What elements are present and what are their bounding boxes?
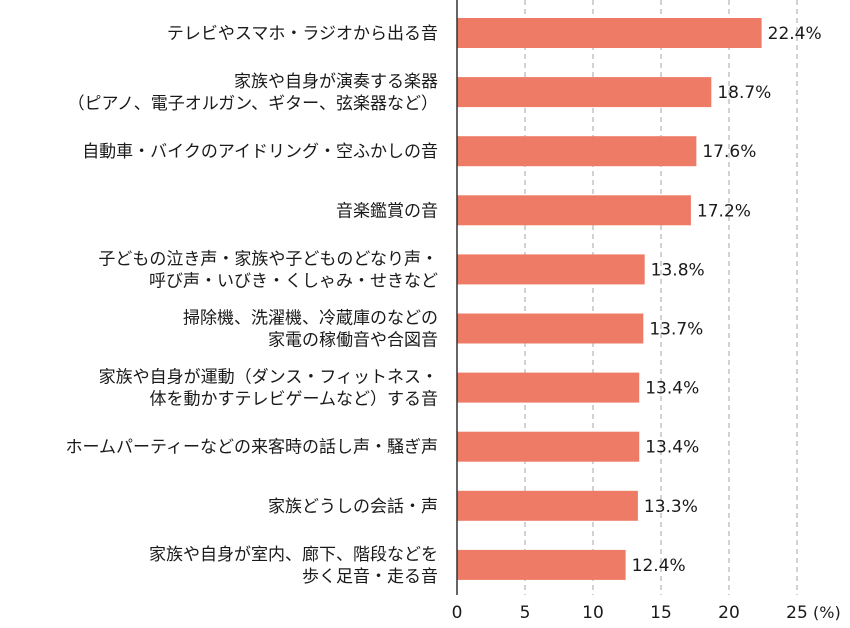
x-unit-label: (%)	[813, 603, 841, 622]
bar-6	[457, 372, 640, 403]
category-labels: テレビやスマホ・ラジオから出る音家族や自身が演奏する楽器（ピアノ、電子オルガン、…	[66, 24, 438, 587]
category-label-6-line-0: 家族や自身が運動（ダンス・フィットネス・	[99, 368, 438, 388]
category-label-8: 家族どうしの会話・声	[268, 497, 438, 517]
value-label-5: 13.7%	[649, 320, 703, 340]
category-label-1-line-1: （ピアノ、電子オルガン、ギター、弦楽器など）	[68, 94, 438, 114]
category-label-9-line-1: 歩く足音・走る音	[302, 567, 438, 587]
value-label-9: 12.4%	[632, 556, 686, 576]
category-label-4-line-1: 呼び声・いびき・くしゃみ・せきなど	[149, 271, 438, 291]
bar-8	[457, 490, 638, 521]
x-tick-labels: 0 5 10 15 20 25 (%)	[452, 603, 841, 623]
value-label-7: 13.4%	[645, 438, 699, 458]
bar-5	[457, 313, 644, 344]
category-label-4-line-0: 子どもの泣き声・家族や子どものどなり声・	[98, 249, 438, 269]
bars	[457, 18, 762, 580]
category-label-0: テレビやスマホ・ラジオから出る音	[167, 24, 438, 44]
category-label-9-line-0: 家族や自身が室内、廊下、階段などを	[149, 545, 438, 565]
bar-7	[457, 431, 640, 462]
bar-3	[457, 195, 691, 226]
value-label-0: 22.4%	[768, 24, 822, 44]
x-tick-label-0: 0	[452, 603, 463, 623]
x-tick-label-15: 15	[650, 603, 672, 623]
x-tick-label-5: 5	[520, 603, 531, 623]
value-label-8: 13.3%	[644, 497, 698, 517]
value-label-6: 13.4%	[645, 379, 699, 399]
bar-1	[457, 77, 712, 108]
category-label-2: 自動車・バイクのアイドリング・空ふかしの音	[82, 142, 438, 162]
category-label-5-line-1: 家電の稼働音や合図音	[268, 331, 438, 351]
x-tick-label-20: 20	[718, 603, 740, 623]
category-label-3: 音楽鑑賞の音	[336, 201, 438, 221]
category-label-6-line-1: 体を動かすテレビゲームなど）する音	[150, 390, 439, 410]
value-label-3: 17.2%	[697, 201, 751, 221]
category-label-1-line-0: 家族や自身が演奏する楽器	[234, 72, 438, 92]
bar-4	[457, 254, 645, 285]
x-tick-label-25: 25	[786, 603, 808, 623]
category-label-7: ホームパーティーなどの来客時の話し声・騒ぎ声	[66, 438, 438, 458]
value-label-4: 13.8%	[651, 260, 705, 280]
bar-2	[457, 136, 697, 167]
category-label-5-line-0: 掃除機、洗濯機、冷蔵庫のなどの	[183, 309, 438, 329]
value-label-1: 18.7%	[717, 83, 771, 103]
value-label-2: 17.6%	[702, 142, 756, 162]
bar-9	[457, 549, 626, 580]
value-labels: 22.4% 18.7% 17.6% 17.2% 13.8% 13.7% 13.4% 13.4%…	[632, 24, 822, 576]
x-tick-label-10: 10	[582, 603, 604, 623]
bar-0	[457, 18, 762, 48]
